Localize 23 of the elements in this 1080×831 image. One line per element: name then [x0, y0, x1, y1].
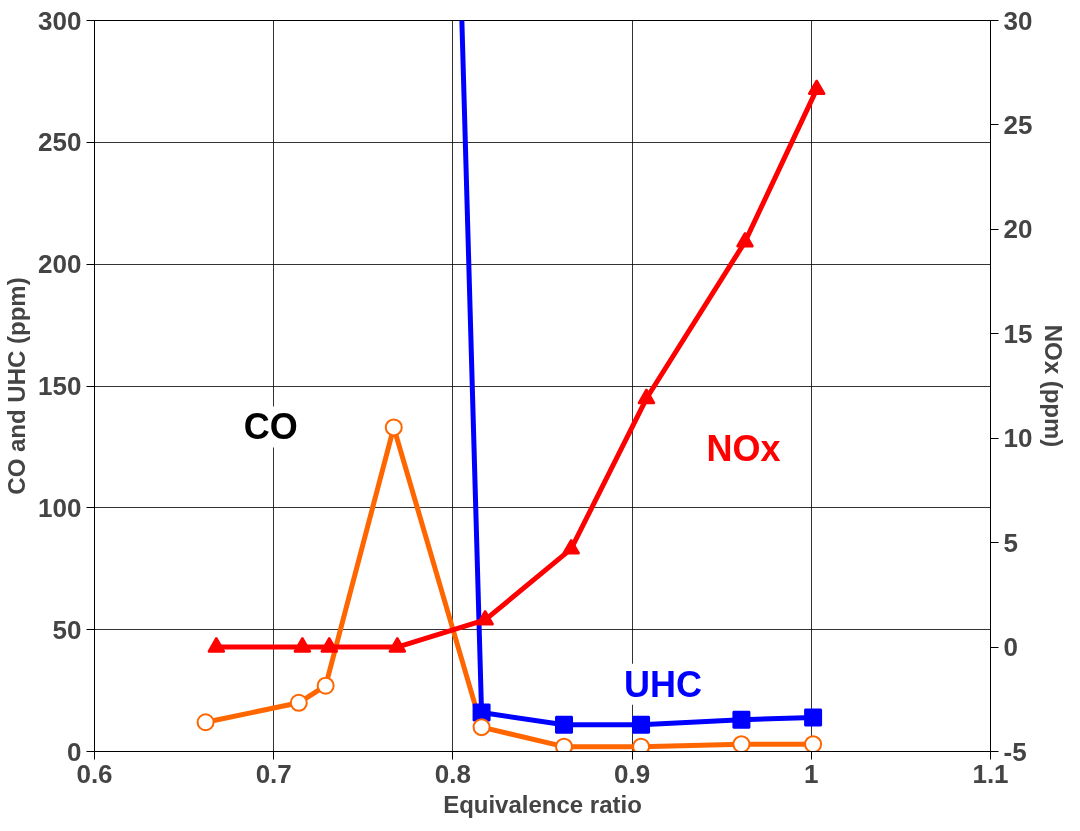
y2-tick-label: 10	[1003, 423, 1033, 454]
y2-tick-label: 30	[1003, 5, 1033, 36]
x-tick-label: 0.8	[434, 758, 471, 789]
y-tick-label: 50	[52, 614, 82, 645]
series-label: UHC	[624, 663, 702, 705]
y2-tick-label: 15	[1003, 318, 1033, 349]
y-tick-label: 300	[38, 5, 82, 36]
y-tick-label: 200	[38, 249, 82, 280]
y2-tick-label: 5	[1003, 527, 1018, 558]
y2-axis-title: NOx (ppm)	[1040, 324, 1068, 448]
y-tick-label: 150	[38, 371, 82, 401]
y2-tick-label: 25	[1003, 109, 1033, 140]
x-tick-label: 0.7	[255, 758, 292, 789]
series-label: NOx	[706, 427, 781, 469]
y-tick-label: 100	[38, 492, 82, 523]
y2-tick-label: 0	[1003, 632, 1018, 663]
x-tick-label: 1	[804, 758, 819, 789]
x-axis-title: Equivalence ratio	[443, 790, 642, 818]
y-tick-label: 250	[38, 127, 82, 158]
y-axis-title: CO and UHC (ppm)	[3, 277, 31, 495]
x-tick-label: 0.9	[614, 758, 651, 789]
y2-tick-label: 20	[1003, 214, 1033, 245]
text: CO	[243, 406, 298, 448]
